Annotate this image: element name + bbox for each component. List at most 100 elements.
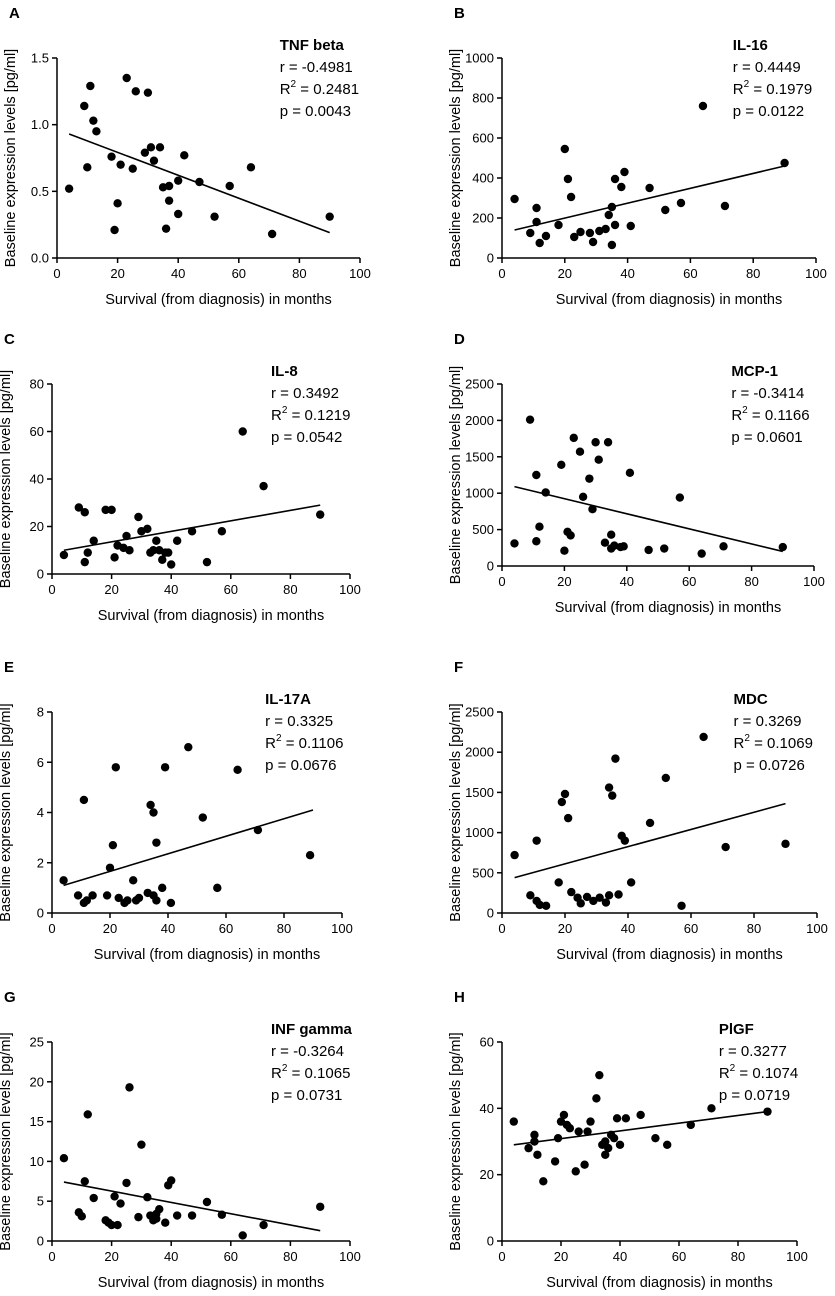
data-point bbox=[80, 508, 89, 517]
data-point bbox=[620, 836, 630, 845]
x-tick-label: 100 bbox=[349, 266, 371, 281]
data-point bbox=[146, 143, 156, 152]
r-squared-superscript: 2 bbox=[282, 405, 288, 416]
data-point bbox=[123, 896, 132, 905]
data-point bbox=[588, 505, 597, 514]
y-tick-label: 1.0 bbox=[31, 117, 49, 132]
data-point bbox=[781, 839, 790, 849]
r-prefix: r = bbox=[733, 59, 755, 76]
panel-h: H 0 20 40 60 0 20 40 60 80 100 Survival (from diagn… bbox=[448, 989, 808, 1291]
r-value: r = 0.3325 bbox=[265, 713, 333, 730]
data-point bbox=[604, 891, 614, 900]
x-axis-label: Survival (from diagnosis) in months bbox=[556, 292, 782, 308]
p-value: p = 0.0122 bbox=[733, 103, 804, 120]
analyte-title: IL-8 bbox=[271, 363, 298, 380]
data-point bbox=[149, 808, 158, 817]
data-point bbox=[113, 199, 122, 208]
y-tick-label: 200 bbox=[472, 211, 494, 226]
data-point bbox=[569, 433, 578, 443]
data-point bbox=[636, 1110, 645, 1120]
x-tick-label: 80 bbox=[283, 582, 297, 597]
data-point bbox=[604, 210, 613, 220]
data-point bbox=[535, 238, 544, 248]
data-point bbox=[202, 557, 212, 567]
p-prefix: p = bbox=[280, 103, 305, 120]
p-prefix: p = bbox=[734, 757, 759, 774]
r-prefix: r = bbox=[731, 385, 753, 402]
data-point bbox=[152, 896, 161, 905]
data-point bbox=[567, 887, 576, 897]
r-squared-equals: = bbox=[735, 1065, 752, 1082]
y-tick-label: 2500 bbox=[465, 377, 494, 392]
x-tick-label: 100 bbox=[805, 266, 827, 281]
data-point bbox=[158, 883, 167, 893]
data-point bbox=[530, 1130, 539, 1140]
data-point bbox=[610, 220, 620, 230]
x-tick-label: 60 bbox=[684, 921, 698, 936]
data-point bbox=[180, 151, 189, 160]
r-squared-equals: = bbox=[282, 735, 299, 752]
data-point bbox=[541, 901, 551, 910]
data-point bbox=[532, 537, 541, 546]
data-point bbox=[134, 893, 144, 903]
r-number: -0.4981 bbox=[302, 59, 353, 76]
x-tick-label: 80 bbox=[747, 921, 761, 936]
r-squared-value: R2 = 0.1166 bbox=[731, 405, 809, 424]
p-value: p = 0.0542 bbox=[271, 429, 342, 446]
y-tick-label: 1000 bbox=[465, 51, 494, 66]
data-point bbox=[541, 488, 550, 497]
r-value: r = 0.3277 bbox=[719, 1043, 787, 1060]
regression-line bbox=[514, 165, 785, 231]
r-squared-equals: = bbox=[748, 407, 765, 424]
data-point bbox=[645, 183, 654, 193]
data-point bbox=[532, 217, 541, 227]
data-point bbox=[554, 878, 563, 887]
data-point bbox=[550, 1157, 560, 1166]
data-point bbox=[73, 891, 83, 900]
analyte-title: IL-17A bbox=[265, 691, 311, 708]
data-point bbox=[128, 164, 137, 173]
y-tick-label: 1500 bbox=[465, 785, 494, 800]
x-axis-label: Survival (from diagnosis) in months bbox=[555, 600, 781, 616]
data-point bbox=[164, 181, 174, 191]
x-axis-label: Survival (from diagnosis) in months bbox=[556, 947, 782, 963]
data-point bbox=[116, 160, 125, 169]
data-point bbox=[149, 546, 158, 555]
data-point bbox=[660, 544, 669, 553]
y-axis-label: Baseline expression levels [pg/ml] bbox=[0, 703, 14, 921]
x-tick-label: 60 bbox=[683, 266, 697, 281]
data-point bbox=[644, 545, 653, 555]
analyte-title: MCP-1 bbox=[731, 363, 778, 380]
data-point bbox=[612, 1114, 622, 1123]
x-tick-label: 60 bbox=[219, 921, 233, 936]
data-point bbox=[59, 1154, 69, 1163]
data-point bbox=[110, 1192, 119, 1201]
y-tick-label: 400 bbox=[472, 171, 494, 186]
y-tick-label: 0 bbox=[487, 906, 494, 921]
data-point bbox=[134, 1212, 143, 1222]
data-point bbox=[167, 560, 176, 569]
data-point bbox=[122, 73, 131, 83]
data-point bbox=[600, 538, 610, 547]
y-tick-label: 0 bbox=[487, 1234, 494, 1249]
data-point bbox=[101, 505, 110, 515]
p-number: 0.0676 bbox=[291, 757, 337, 774]
x-tick-label: 40 bbox=[613, 1249, 627, 1264]
r-squared-number: 0.1166 bbox=[765, 407, 810, 424]
data-point bbox=[525, 415, 535, 424]
r-squared-value: R2 = 0.2481 bbox=[280, 79, 359, 98]
data-point bbox=[560, 144, 569, 154]
r-value: r = 0.3269 bbox=[734, 713, 802, 730]
data-point bbox=[116, 1199, 125, 1208]
data-point bbox=[174, 209, 183, 219]
data-point bbox=[172, 1211, 182, 1220]
y-tick-label: 25 bbox=[30, 1035, 44, 1050]
data-point bbox=[64, 184, 74, 193]
data-point bbox=[259, 1220, 268, 1230]
data-point bbox=[676, 198, 686, 208]
r-number: 0.3269 bbox=[756, 713, 802, 730]
y-tick-label: 5 bbox=[37, 1194, 44, 1209]
data-point bbox=[164, 196, 174, 205]
data-point bbox=[778, 542, 787, 552]
y-tick-label: 60 bbox=[480, 1035, 494, 1050]
